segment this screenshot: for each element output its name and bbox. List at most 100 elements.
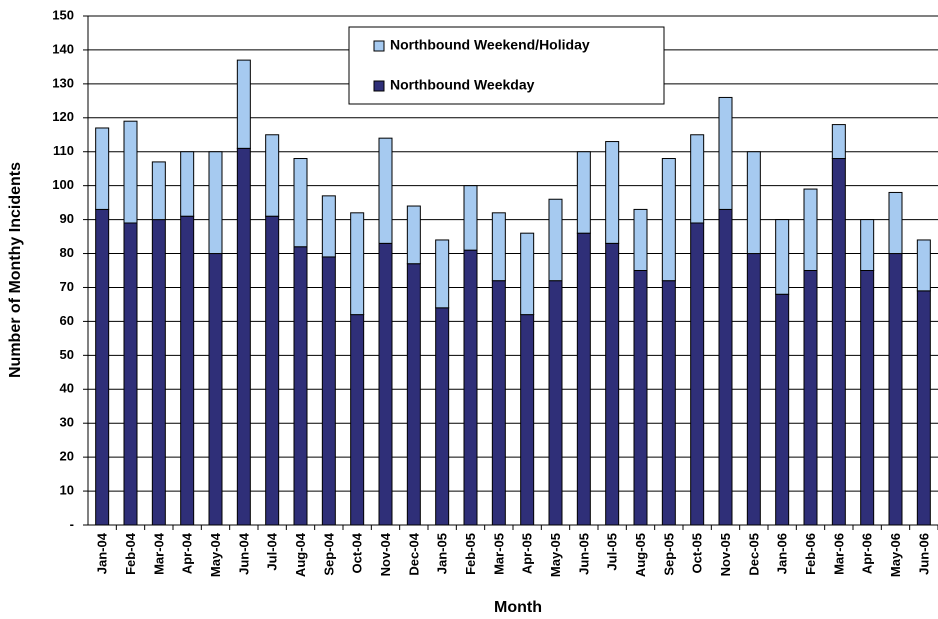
x-tick-label: Dec-04: [406, 532, 421, 575]
y-tick-label: 40: [60, 381, 74, 396]
bar-segment: [151, 161, 166, 221]
bar-segment: [491, 280, 506, 526]
bar-segment: [888, 191, 903, 255]
legend-label: Northbound Weekend/Holiday: [390, 37, 590, 53]
x-tick-label: Jun-04: [236, 532, 251, 575]
bar-segment: [576, 151, 591, 234]
bar-segment: [520, 232, 535, 316]
legend-swatch: [373, 80, 385, 92]
bar-segment: [378, 242, 393, 526]
bar-segment: [548, 198, 563, 282]
bar-segment: [746, 253, 761, 526]
bar-segment: [690, 222, 705, 526]
y-tick-label: 150: [52, 7, 74, 22]
bar-segment: [435, 307, 450, 526]
bar-segment: [265, 134, 280, 217]
bar-segment: [293, 246, 308, 526]
y-tick-label: 50: [60, 347, 74, 362]
x-tick-label: Nov-05: [718, 533, 733, 576]
x-tick-label: Oct-05: [690, 533, 705, 573]
x-tick-label: Apr-04: [180, 532, 195, 574]
x-tick-label: Mar-06: [831, 533, 846, 575]
bar-segment: [661, 158, 676, 282]
x-tick-label: Dec-05: [746, 533, 761, 576]
bar-segment: [208, 253, 223, 526]
bar-segment: [123, 120, 138, 224]
bar-segment: [690, 134, 705, 224]
legend-box: [348, 26, 665, 105]
bar-segment: [463, 185, 478, 251]
bar-segment: [520, 314, 535, 526]
x-tick-label: Sep-05: [661, 533, 676, 576]
x-tick-label: Mar-04: [151, 532, 166, 575]
bar-segment: [321, 195, 336, 258]
bar-segment: [888, 253, 903, 526]
x-tick-label: May-05: [548, 533, 563, 577]
bar-segment: [576, 232, 591, 526]
y-tick-label: 100: [52, 177, 74, 192]
bar-segment: [378, 137, 393, 244]
bar-segment: [718, 96, 733, 210]
x-tick-label: Feb-06: [803, 533, 818, 575]
bar-segment: [180, 151, 195, 217]
x-tick-label: Jan-06: [775, 533, 790, 574]
x-tick-label: Jul-04: [265, 532, 280, 570]
bar-segment: [803, 270, 818, 526]
bar-segment: [831, 158, 846, 526]
y-tick-label: 110: [53, 143, 74, 158]
bar-segment: [321, 256, 336, 526]
x-tick-label: Jan-04: [95, 532, 110, 574]
bar-segment: [775, 219, 790, 295]
x-tick-label: Jun-06: [916, 533, 931, 575]
bar-segment: [718, 208, 733, 526]
legend-swatch: [373, 40, 385, 52]
bar-segment: [916, 239, 931, 292]
bar-segment: [463, 249, 478, 526]
bar-segment: [151, 219, 166, 526]
y-tick-label: 60: [60, 313, 74, 328]
x-tick-label: Mar-05: [491, 533, 506, 575]
bar-segment: [605, 141, 620, 244]
bar-segment: [406, 263, 421, 526]
bar-segment: [633, 270, 648, 526]
x-tick-label: Jun-05: [576, 533, 591, 575]
bar-segment: [236, 59, 251, 149]
y-tick-label: 90: [60, 211, 74, 226]
x-tick-label: Nov-04: [378, 532, 393, 576]
x-tick-label: May-06: [888, 533, 903, 577]
bar-segment: [123, 222, 138, 526]
x-tick-label: Oct-04: [350, 532, 365, 573]
x-tick-label: Feb-04: [123, 532, 138, 575]
bar-segment: [293, 158, 308, 248]
bar-segment: [208, 151, 223, 255]
bar-segment: [180, 215, 195, 526]
x-axis-title: Month: [494, 599, 542, 616]
bar-segment: [831, 124, 846, 160]
x-tick-label: Jan-05: [435, 533, 450, 574]
bar-segment: [265, 215, 280, 526]
bar-segment: [661, 280, 676, 526]
y-tick-label: 20: [60, 449, 74, 464]
x-tick-label: Apr-06: [860, 533, 875, 574]
bar-segment: [491, 212, 506, 282]
x-tick-label: Aug-04: [293, 532, 308, 577]
y-tick-label: 130: [52, 75, 74, 90]
x-tick-label: Jul-05: [605, 533, 620, 571]
bar-segment: [605, 242, 620, 526]
y-tick-label: 10: [60, 483, 74, 498]
x-tick-label: May-04: [208, 532, 223, 577]
y-tick-label: 30: [60, 415, 74, 430]
bar-segment: [350, 314, 365, 526]
bar-segment: [95, 208, 110, 526]
bar-segment: [406, 205, 421, 265]
bar-segment: [916, 290, 931, 526]
legend-label: Northbound Weekday: [390, 77, 535, 93]
bar-segment: [435, 239, 450, 309]
x-tick-label: Aug-05: [633, 533, 648, 577]
bar-segment: [746, 151, 761, 255]
x-tick-label: Sep-04: [321, 532, 336, 575]
bar-segment: [860, 219, 875, 272]
bar-segment: [860, 270, 875, 526]
y-tick-label: 120: [52, 109, 74, 124]
